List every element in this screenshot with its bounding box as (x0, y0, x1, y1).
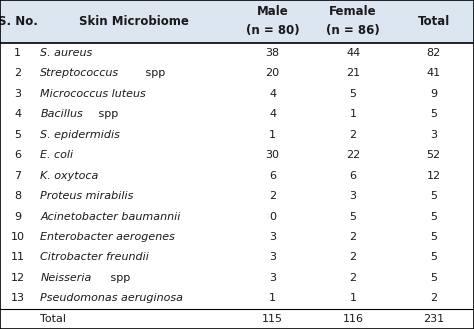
Text: 82: 82 (427, 48, 441, 58)
Text: Pseudomonas aeruginosa: Pseudomonas aeruginosa (40, 293, 183, 303)
Bar (0, 268, 474, 288)
Text: 7: 7 (14, 171, 21, 181)
Text: 1: 1 (14, 48, 21, 58)
Text: 13: 13 (11, 293, 25, 303)
Text: Enterobacter aerogenes: Enterobacter aerogenes (40, 232, 175, 242)
Bar (0, 125, 474, 145)
Text: (n = 80): (n = 80) (246, 24, 300, 37)
Bar (0, 165, 474, 186)
Text: 5: 5 (350, 89, 356, 99)
Text: 12: 12 (11, 273, 25, 283)
Text: 1: 1 (350, 293, 356, 303)
Text: 10: 10 (11, 232, 25, 242)
Text: 52: 52 (427, 150, 441, 160)
Text: Acinetobacter baumannii: Acinetobacter baumannii (40, 212, 181, 221)
Bar (0, 309, 474, 329)
Text: 3: 3 (269, 273, 276, 283)
Text: 116: 116 (343, 314, 364, 324)
Text: 5: 5 (430, 212, 437, 221)
Text: 20: 20 (265, 68, 280, 78)
Text: 5: 5 (350, 212, 356, 221)
Text: 4: 4 (269, 109, 276, 119)
Text: E. coli: E. coli (40, 150, 73, 160)
Text: K. oxytoca: K. oxytoca (40, 171, 99, 181)
Text: spp: spp (107, 273, 130, 283)
Text: 1: 1 (269, 130, 276, 140)
Bar (0, 0, 474, 43)
Text: (n = 86): (n = 86) (326, 24, 380, 37)
Text: 0: 0 (269, 212, 276, 221)
Text: 5: 5 (14, 130, 21, 140)
Text: Streptococcus: Streptococcus (40, 68, 119, 78)
Text: 2: 2 (430, 293, 438, 303)
Text: Micrococcus luteus: Micrococcus luteus (40, 89, 146, 99)
Text: 2: 2 (349, 232, 357, 242)
Text: 12: 12 (427, 171, 441, 181)
Text: 5: 5 (430, 252, 437, 263)
Text: 5: 5 (430, 109, 437, 119)
Text: Proteus mirabilis: Proteus mirabilis (40, 191, 134, 201)
Text: S. aureus: S. aureus (40, 48, 92, 58)
Text: Total: Total (418, 15, 450, 28)
Text: 3: 3 (269, 232, 276, 242)
Text: 2: 2 (349, 130, 357, 140)
Text: Total: Total (40, 314, 66, 324)
Text: 8: 8 (14, 191, 21, 201)
Text: 9: 9 (14, 212, 21, 221)
Bar (0, 247, 474, 268)
Text: 1: 1 (350, 109, 356, 119)
Text: 5: 5 (430, 191, 437, 201)
Text: 21: 21 (346, 68, 360, 78)
Text: 3: 3 (269, 252, 276, 263)
Text: 2: 2 (269, 191, 276, 201)
Text: 22: 22 (346, 150, 360, 160)
Text: Skin Microbiome: Skin Microbiome (79, 15, 189, 28)
Text: Citrobacter freundii: Citrobacter freundii (40, 252, 149, 263)
Text: 2: 2 (14, 68, 21, 78)
Bar (0, 288, 474, 309)
Text: Male: Male (257, 6, 288, 18)
Text: Female: Female (329, 6, 377, 18)
Text: 5: 5 (430, 273, 437, 283)
Bar (0, 104, 474, 125)
Text: 3: 3 (350, 191, 356, 201)
Text: 2: 2 (349, 252, 357, 263)
Text: 9: 9 (430, 89, 438, 99)
Text: 231: 231 (423, 314, 444, 324)
Text: 41: 41 (427, 68, 441, 78)
Text: spp: spp (142, 68, 165, 78)
Text: 30: 30 (265, 150, 280, 160)
Bar (0, 145, 474, 165)
Text: 2: 2 (349, 273, 357, 283)
Bar (0, 43, 474, 63)
Bar (0, 84, 474, 104)
Text: 11: 11 (11, 252, 25, 263)
Text: Neisseria: Neisseria (40, 273, 91, 283)
Text: 38: 38 (265, 48, 280, 58)
Text: S. epidermidis: S. epidermidis (40, 130, 120, 140)
Text: 4: 4 (14, 109, 21, 119)
Text: 3: 3 (14, 89, 21, 99)
Text: 6: 6 (14, 150, 21, 160)
Text: 5: 5 (430, 232, 437, 242)
Text: 6: 6 (350, 171, 356, 181)
Bar (0, 186, 474, 206)
Text: 115: 115 (262, 314, 283, 324)
Text: S. No.: S. No. (0, 15, 38, 28)
Text: Bacillus: Bacillus (40, 109, 83, 119)
Bar (0, 227, 474, 247)
Text: 3: 3 (430, 130, 437, 140)
Text: 6: 6 (269, 171, 276, 181)
Text: 1: 1 (269, 293, 276, 303)
Text: spp: spp (95, 109, 118, 119)
Text: 4: 4 (269, 89, 276, 99)
Bar (0, 63, 474, 84)
Text: 44: 44 (346, 48, 360, 58)
Bar (0, 206, 474, 227)
